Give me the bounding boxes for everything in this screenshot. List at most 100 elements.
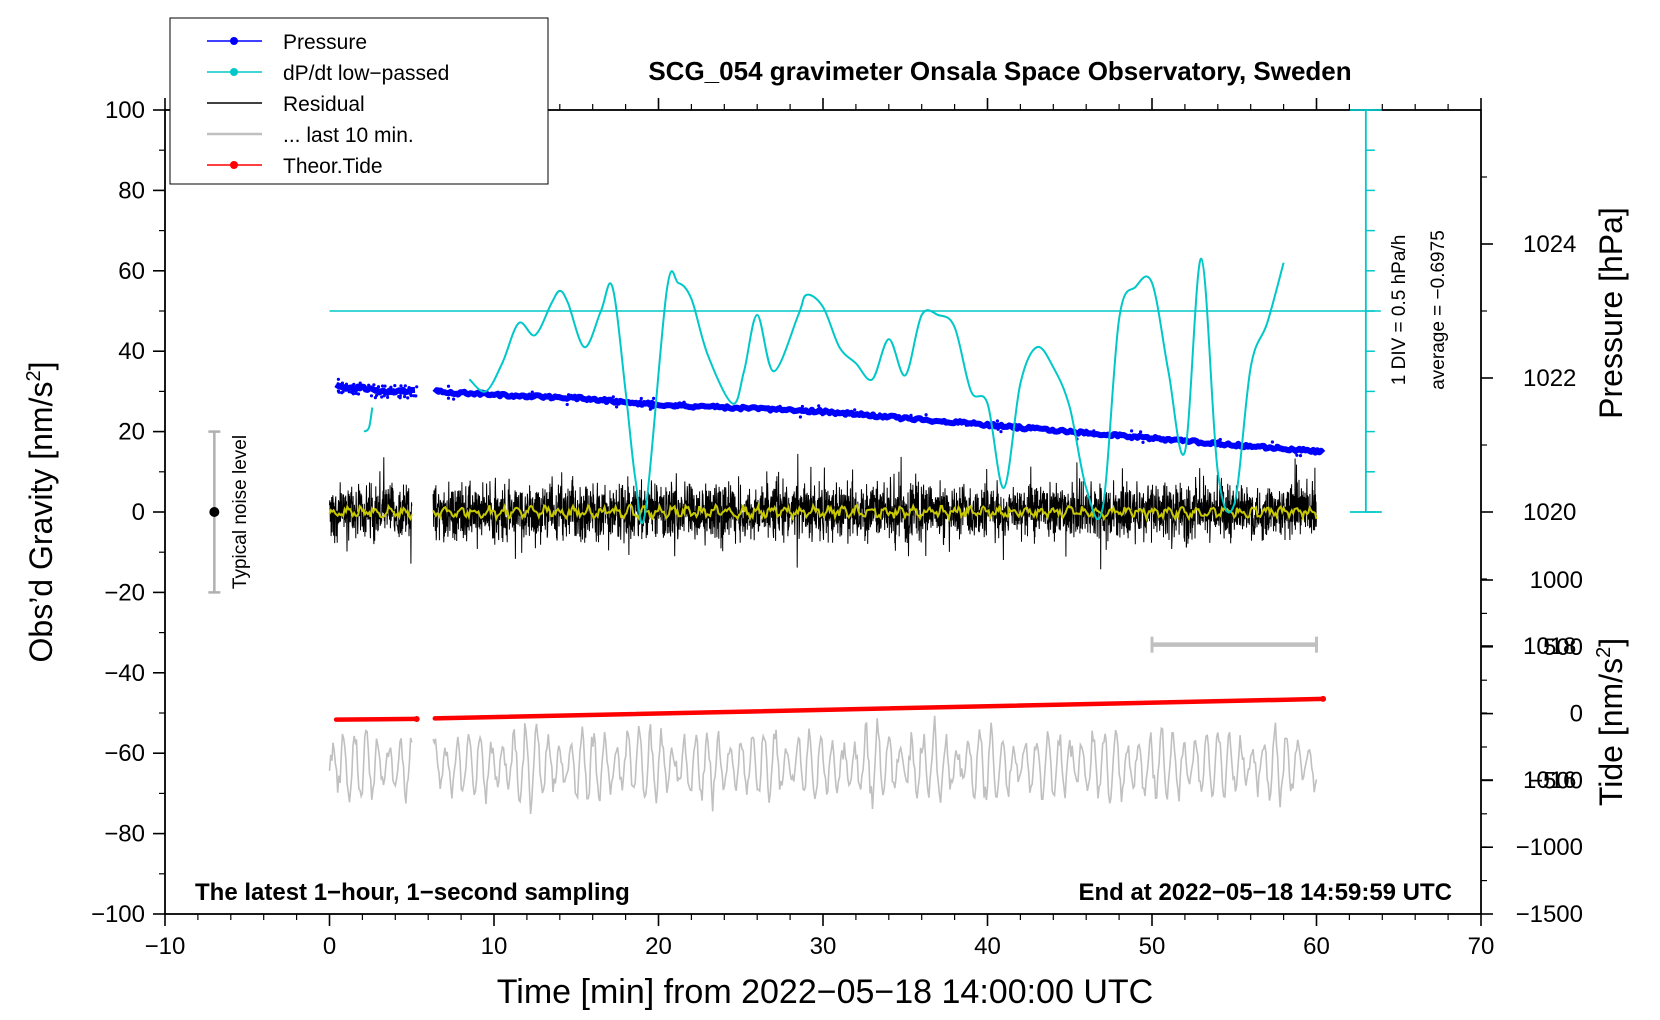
- pressure-point: [778, 404, 782, 408]
- axes: −10 0 10 20 30 40 50 60 70−100−80−60−40−20020406…: [91, 97, 1583, 960]
- pressure-band-segment-1: [432, 387, 1326, 456]
- pressure-point: [412, 394, 416, 398]
- pressure-point: [596, 400, 600, 404]
- legend: Pressure dP/dt low−passed Residual ... l…: [169, 17, 549, 185]
- y-tick-label: −100: [91, 901, 145, 928]
- legend-marker-0: [230, 37, 238, 45]
- legend-label-residual: Residual: [283, 93, 365, 116]
- ten-min-bar: [1150, 636, 1318, 653]
- y-tick-label: 80: [118, 177, 145, 204]
- dpdt-series: [363, 257, 1285, 524]
- pressure-point: [365, 389, 369, 393]
- pressure-point: [399, 384, 403, 388]
- pressure-tick-label: 1016: [1523, 767, 1576, 794]
- pressure-point: [1101, 433, 1105, 437]
- pressure-point: [1143, 434, 1147, 438]
- pressure-point: [567, 393, 571, 397]
- pressure-point: [337, 384, 341, 388]
- chart-title: SCG_054 gravimeter Onsala Space Observat…: [648, 56, 1351, 86]
- pressure-point: [648, 407, 653, 411]
- pressure-point: [996, 427, 1000, 431]
- tide-line-segment-1: [432, 696, 1326, 721]
- pressure-point: [393, 384, 397, 388]
- pressure-point: [638, 403, 642, 407]
- pressure-point: [725, 405, 729, 409]
- pressure-point: [1092, 429, 1096, 433]
- tide-axis-label: Tide [nm/s2]: [1593, 638, 1629, 806]
- footer-left: The latest 1−hour, 1−second sampling: [195, 879, 630, 906]
- y-tick-label: 40: [118, 338, 145, 365]
- dpdt-scale-bar: [1349, 109, 1382, 513]
- pressure-point: [798, 415, 803, 419]
- pressure-point: [372, 383, 376, 387]
- pressure-point: [351, 392, 355, 396]
- legend-marker-4: [230, 161, 238, 169]
- pressure-point: [403, 395, 407, 399]
- pressure-point: [383, 384, 387, 388]
- x-tick-label: −10: [145, 933, 186, 960]
- tide-tick-label: −1000: [1516, 834, 1583, 861]
- pressure-point: [643, 402, 647, 406]
- tide-tick-label: 1000: [1530, 567, 1583, 594]
- pressure-point: [585, 399, 589, 404]
- pressure-point: [373, 396, 377, 400]
- x-tick-label: 40: [974, 933, 1001, 960]
- pressure-tick-label: 1022: [1523, 365, 1576, 392]
- pressure-point: [995, 419, 1000, 423]
- pressure-point: [409, 394, 413, 398]
- pressure-point: [1132, 433, 1136, 437]
- last-10-min-series: [328, 715, 1318, 814]
- pressure-point: [406, 396, 410, 400]
- legend-label-dpdt: dP/dt low−passed: [283, 62, 449, 85]
- pressure-point: [800, 404, 805, 409]
- pressure-point: [403, 384, 407, 388]
- pressure-point: [760, 406, 764, 411]
- y-tick-label: 100: [105, 97, 145, 124]
- pressure-point: [1139, 430, 1143, 434]
- pressure-point: [1295, 453, 1299, 457]
- footer-right: End at 2022−05−18 14:59:59 UTC: [1078, 879, 1452, 906]
- pressure-point: [927, 418, 931, 423]
- pressure-point: [347, 386, 352, 390]
- residual-smoothed-series: [328, 502, 1318, 523]
- pressure-point: [369, 394, 374, 398]
- y-tick-label: −80: [104, 821, 145, 848]
- pressure-point: [820, 413, 825, 417]
- pressure-point: [399, 390, 403, 394]
- tide-line-segment-0: [333, 716, 419, 722]
- pressure-point: [367, 383, 371, 387]
- legend-marker-1: [230, 68, 238, 76]
- y-tick-label: −60: [104, 740, 145, 767]
- pressure-point: [437, 391, 441, 395]
- pressure-point: [352, 382, 356, 386]
- tide-tick-label: −500: [1529, 767, 1583, 794]
- pressure-point: [446, 384, 451, 388]
- pressure-point: [728, 406, 733, 410]
- y-tick-label: −20: [104, 579, 145, 606]
- pressure-point: [673, 406, 677, 410]
- pressure-point: [407, 386, 411, 390]
- pressure-tick-label: 1024: [1523, 231, 1576, 258]
- y-tick-label: 20: [118, 419, 145, 446]
- pressure-series: [334, 377, 1326, 458]
- pressure-point: [1294, 451, 1298, 455]
- residual-smoothed-segment-1: [432, 502, 1318, 523]
- pressure-point: [524, 393, 528, 397]
- pressure-point: [964, 423, 968, 427]
- pressure-point: [1152, 436, 1156, 440]
- pressure-axis-label: Pressure [hPa]: [1593, 207, 1629, 419]
- x-tick-label: 0: [323, 933, 336, 960]
- pressure-point: [817, 404, 821, 408]
- pressure-point: [1280, 448, 1284, 453]
- x-tick-label: 50: [1139, 933, 1166, 960]
- y-tick-label: 0: [132, 499, 145, 526]
- pressure-point: [380, 395, 384, 399]
- pressure-point: [452, 397, 456, 401]
- pressure-point: [446, 396, 451, 400]
- pressure-point: [1218, 437, 1222, 442]
- tide-tick-label: 500: [1543, 634, 1583, 661]
- pressure-point: [380, 384, 385, 388]
- y-axis-label: Obs’d Gravity [nm/s2]: [23, 362, 59, 663]
- pressure-point: [1245, 442, 1249, 447]
